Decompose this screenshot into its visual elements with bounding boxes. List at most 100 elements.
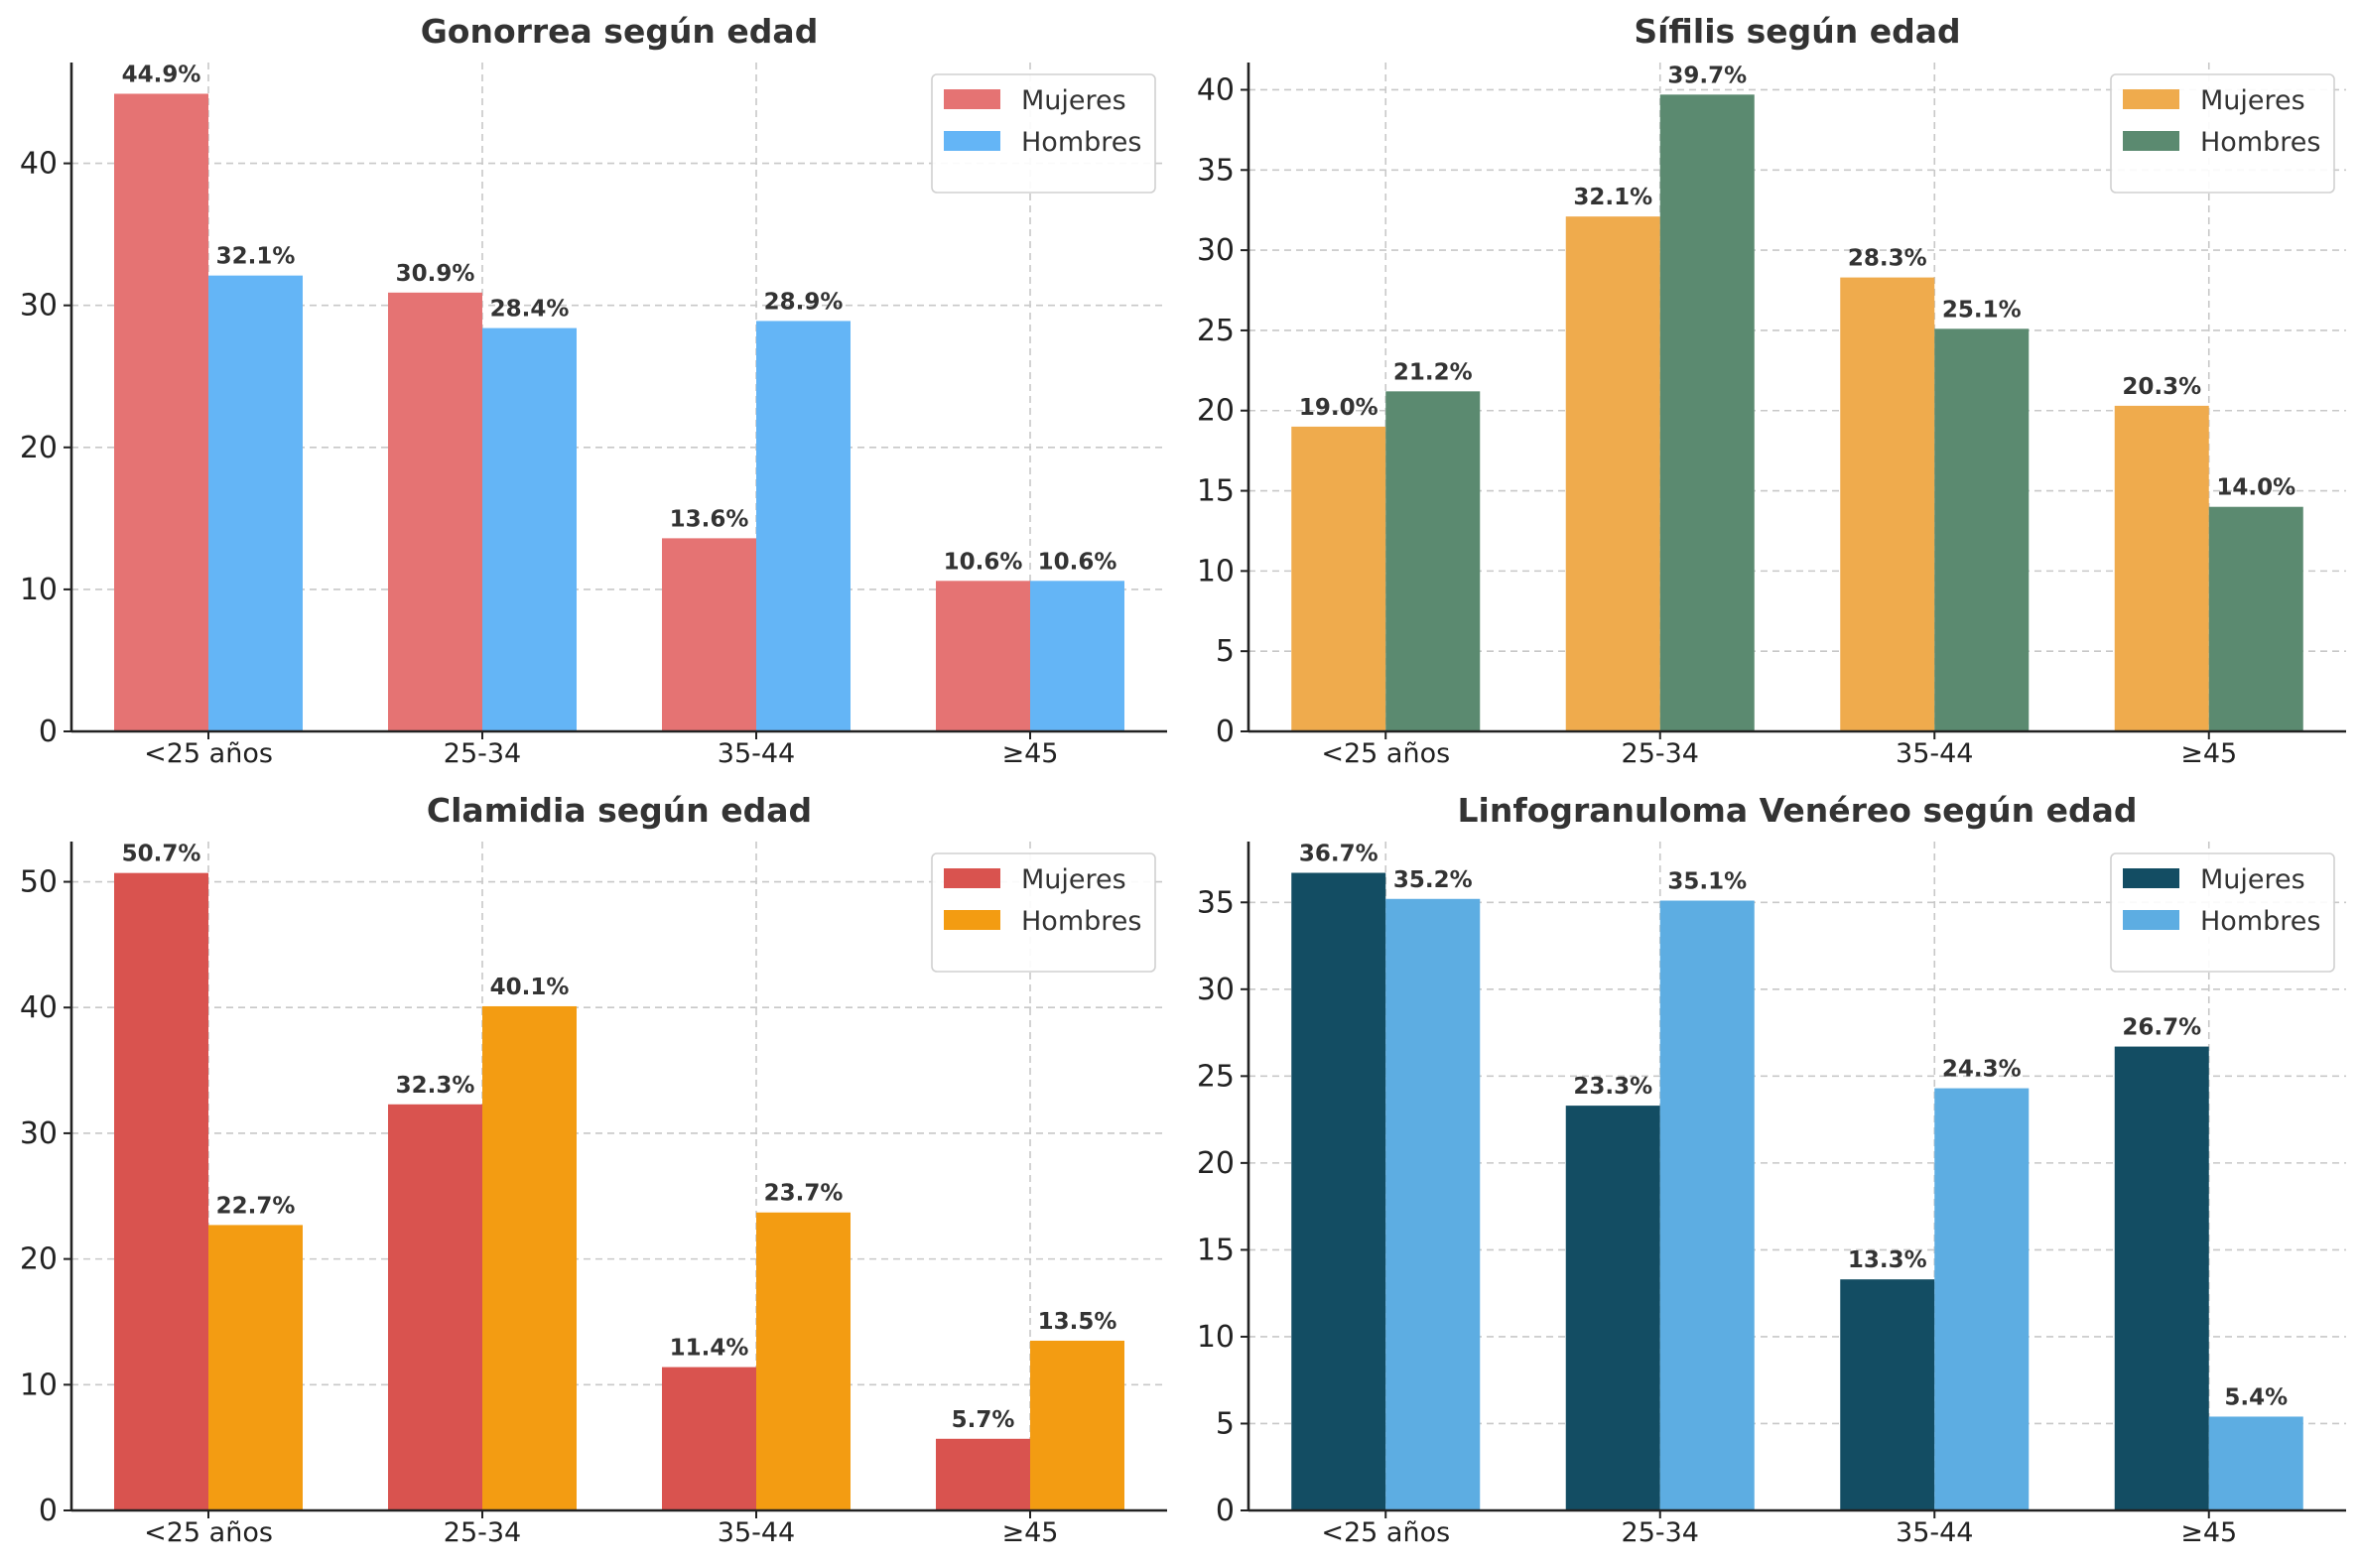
bar-mujeres-25-anos bbox=[1291, 426, 1386, 731]
chart-title: Linfogranuloma Venéreo según edad bbox=[1458, 791, 2138, 830]
legend: Mujeres Hombres bbox=[2110, 73, 2335, 194]
legend-label-hombres: Hombres bbox=[1021, 127, 1141, 158]
bar-hombres-25-34 bbox=[1659, 94, 1755, 731]
bar-mujeres-45 bbox=[936, 1438, 1030, 1510]
data-label-hombres-45: 14.0% bbox=[2216, 475, 2295, 501]
y-tick-label: 20 bbox=[1197, 394, 1235, 429]
bar-mujeres-25-34 bbox=[388, 292, 482, 731]
legend-label-mujeres: Mujeres bbox=[2200, 864, 2305, 895]
bar-hombres-25-34 bbox=[482, 327, 577, 731]
bars bbox=[114, 872, 1124, 1510]
chart-sifilis: Sífilis según edad 19.0% 32.1% 28.3% 20.3% 2… bbox=[1197, 12, 2346, 769]
data-label-mujeres-25-anos: 19.0% bbox=[1299, 395, 1378, 421]
bar-hombres-35-44 bbox=[756, 1212, 851, 1510]
data-label-mujeres-35-44: 11.4% bbox=[670, 1336, 749, 1362]
y-tick-label: 0 bbox=[39, 715, 58, 749]
y-tick-label: 30 bbox=[20, 1116, 58, 1151]
axes: 0 5 10 15 20 25 30 35 40 <25 años 25-34 35-44 ≥45 bbox=[1197, 63, 2346, 769]
legend-swatch-hombres bbox=[944, 131, 1000, 151]
legend-swatch-hombres bbox=[2123, 910, 2179, 930]
bar-hombres-45 bbox=[1030, 1340, 1124, 1510]
legend-label-hombres: Hombres bbox=[2200, 906, 2320, 937]
y-tick-label: 40 bbox=[20, 147, 58, 182]
legend: Mujeres Hombres bbox=[931, 73, 1156, 194]
legend-label-mujeres: Mujeres bbox=[2200, 85, 2305, 116]
x-tick-label: 25-34 bbox=[1622, 1517, 1699, 1548]
data-label-hombres-25-34: 39.7% bbox=[1667, 63, 1747, 88]
legend-swatch-mujeres bbox=[944, 89, 1000, 109]
bar-mujeres-25-anos bbox=[114, 93, 208, 732]
data-label-mujeres-25-34: 32.3% bbox=[396, 1073, 475, 1099]
y-tick-label: 25 bbox=[1197, 1059, 1235, 1094]
bar-hombres-45 bbox=[2208, 506, 2303, 731]
data-label-mujeres-45: 10.6% bbox=[944, 549, 1023, 575]
data-label-hombres-25-anos: 35.2% bbox=[1393, 867, 1473, 893]
data-label-hombres-45: 13.5% bbox=[1038, 1309, 1117, 1335]
data-label-hombres-35-44: 25.1% bbox=[1942, 297, 2022, 323]
y-tick-label: 40 bbox=[20, 990, 58, 1025]
data-label-hombres-45: 5.4% bbox=[2224, 1384, 2288, 1410]
x-tick-label: 35-44 bbox=[1896, 1517, 1973, 1548]
data-label-mujeres-25-34: 30.9% bbox=[396, 261, 475, 287]
y-tick-label: 30 bbox=[20, 289, 58, 324]
data-label-hombres-25-anos: 22.7% bbox=[216, 1193, 296, 1219]
bar-hombres-35-44 bbox=[756, 321, 851, 731]
axes: 0 10 20 30 40 50 <25 años 25-34 35-44 ≥45 bbox=[20, 842, 1167, 1548]
bar-mujeres-25-34 bbox=[388, 1104, 482, 1510]
value-labels: 19.0% 32.1% 28.3% 20.3% 21.2% 39.7% 25.1% 14.0% bbox=[1299, 63, 2295, 500]
data-label-mujeres-35-44: 13.3% bbox=[1848, 1247, 1927, 1273]
x-tick-label: 35-44 bbox=[718, 738, 795, 769]
axes: 0 10 20 30 40 <25 años 25-34 35-44 ≥45 bbox=[20, 63, 1167, 769]
value-labels: 36.7% 23.3% 13.3% 26.7% 35.2% 35.1% 24.3% 5.4% bbox=[1299, 842, 2288, 1411]
legend: Mujeres Hombres bbox=[931, 852, 1156, 973]
bar-hombres-25-anos bbox=[208, 275, 303, 731]
x-tick-label: ≥45 bbox=[2180, 738, 2237, 769]
bar-hombres-45 bbox=[2208, 1416, 2303, 1510]
x-tick-label: 35-44 bbox=[718, 1517, 795, 1548]
bar-hombres-25-anos bbox=[1385, 391, 1481, 731]
data-label-hombres-25-34: 28.4% bbox=[490, 297, 570, 323]
data-label-hombres-25-34: 35.1% bbox=[1667, 869, 1747, 895]
data-label-mujeres-25-34: 32.1% bbox=[1573, 185, 1652, 210]
data-label-mujeres-45: 5.7% bbox=[952, 1407, 1015, 1433]
legend-label-mujeres: Mujeres bbox=[1021, 864, 1126, 895]
bar-mujeres-25-anos bbox=[114, 872, 208, 1510]
data-label-hombres-35-44: 23.7% bbox=[764, 1181, 844, 1207]
x-tick-label: 25-34 bbox=[1622, 738, 1699, 769]
y-tick-label: 20 bbox=[20, 1242, 58, 1277]
y-tick-label: 15 bbox=[1197, 1233, 1235, 1267]
y-tick-label: 0 bbox=[1216, 715, 1235, 749]
data-label-hombres-25-34: 40.1% bbox=[490, 975, 570, 1000]
x-tick-label: ≥45 bbox=[1002, 1517, 1059, 1548]
legend-label-hombres: Hombres bbox=[1021, 906, 1141, 937]
legend-label-mujeres: Mujeres bbox=[1021, 85, 1126, 116]
y-tick-label: 10 bbox=[20, 573, 58, 607]
data-label-mujeres-45: 20.3% bbox=[2122, 374, 2201, 400]
legend-swatch-mujeres bbox=[2123, 89, 2179, 109]
bar-hombres-45 bbox=[1030, 581, 1124, 731]
data-label-hombres-35-44: 28.9% bbox=[764, 289, 844, 315]
bar-hombres-35-44 bbox=[1934, 328, 2030, 731]
bars bbox=[114, 93, 1124, 732]
y-tick-label: 35 bbox=[1197, 885, 1235, 920]
chart-title: Gonorrea según edad bbox=[421, 12, 819, 51]
x-tick-label: 25-34 bbox=[444, 738, 521, 769]
legend-swatch-mujeres bbox=[944, 868, 1000, 888]
y-tick-label: 30 bbox=[1197, 973, 1235, 1007]
x-tick-label: ≥45 bbox=[1002, 738, 1059, 769]
data-label-mujeres-25-anos: 36.7% bbox=[1299, 842, 1378, 867]
data-label-mujeres-35-44: 13.6% bbox=[670, 506, 749, 532]
x-tick-label: <25 años bbox=[144, 738, 273, 769]
x-tick-label: <25 años bbox=[1321, 738, 1450, 769]
bar-mujeres-35-44 bbox=[662, 1367, 756, 1510]
x-tick-label: <25 años bbox=[1321, 1517, 1450, 1548]
bars bbox=[1291, 872, 2303, 1510]
data-label-hombres-35-44: 24.3% bbox=[1942, 1057, 2022, 1083]
x-tick-label: 25-34 bbox=[444, 1517, 521, 1548]
chart-gonorrea: Gonorrea según edad 44.9% 30.9% 13.6% 10.6%… bbox=[20, 12, 1167, 769]
bars bbox=[1291, 94, 2303, 731]
y-tick-label: 30 bbox=[1197, 233, 1235, 268]
y-tick-label: 5 bbox=[1216, 634, 1235, 669]
bar-mujeres-35-44 bbox=[662, 538, 756, 731]
